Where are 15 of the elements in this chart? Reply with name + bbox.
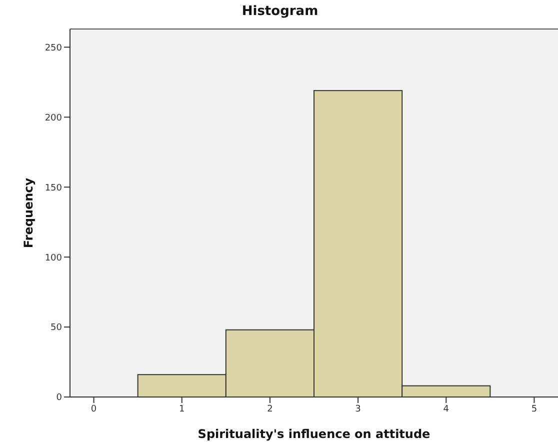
x-axis-title: Spirituality's influence on attitude — [198, 427, 430, 441]
y-tick-label: 0 — [56, 393, 62, 404]
y-tick-label: 150 — [44, 183, 62, 194]
x-tick-label: 4 — [443, 404, 450, 414]
chart-title: Histogram — [242, 4, 318, 19]
y-axis-title: Frequency — [21, 178, 36, 248]
x-tick-label: 0 — [90, 404, 97, 414]
x-tick-label: 1 — [179, 404, 185, 414]
x-tick-label: 2 — [267, 404, 273, 414]
x-tick-label: 5 — [531, 404, 538, 414]
y-tick-label: 50 — [50, 323, 62, 334]
y-tick-label: 100 — [44, 253, 62, 264]
x-tick-label: 3 — [355, 404, 361, 414]
y-tick-label: 250 — [44, 43, 62, 54]
y-tick-label: 200 — [44, 113, 62, 124]
